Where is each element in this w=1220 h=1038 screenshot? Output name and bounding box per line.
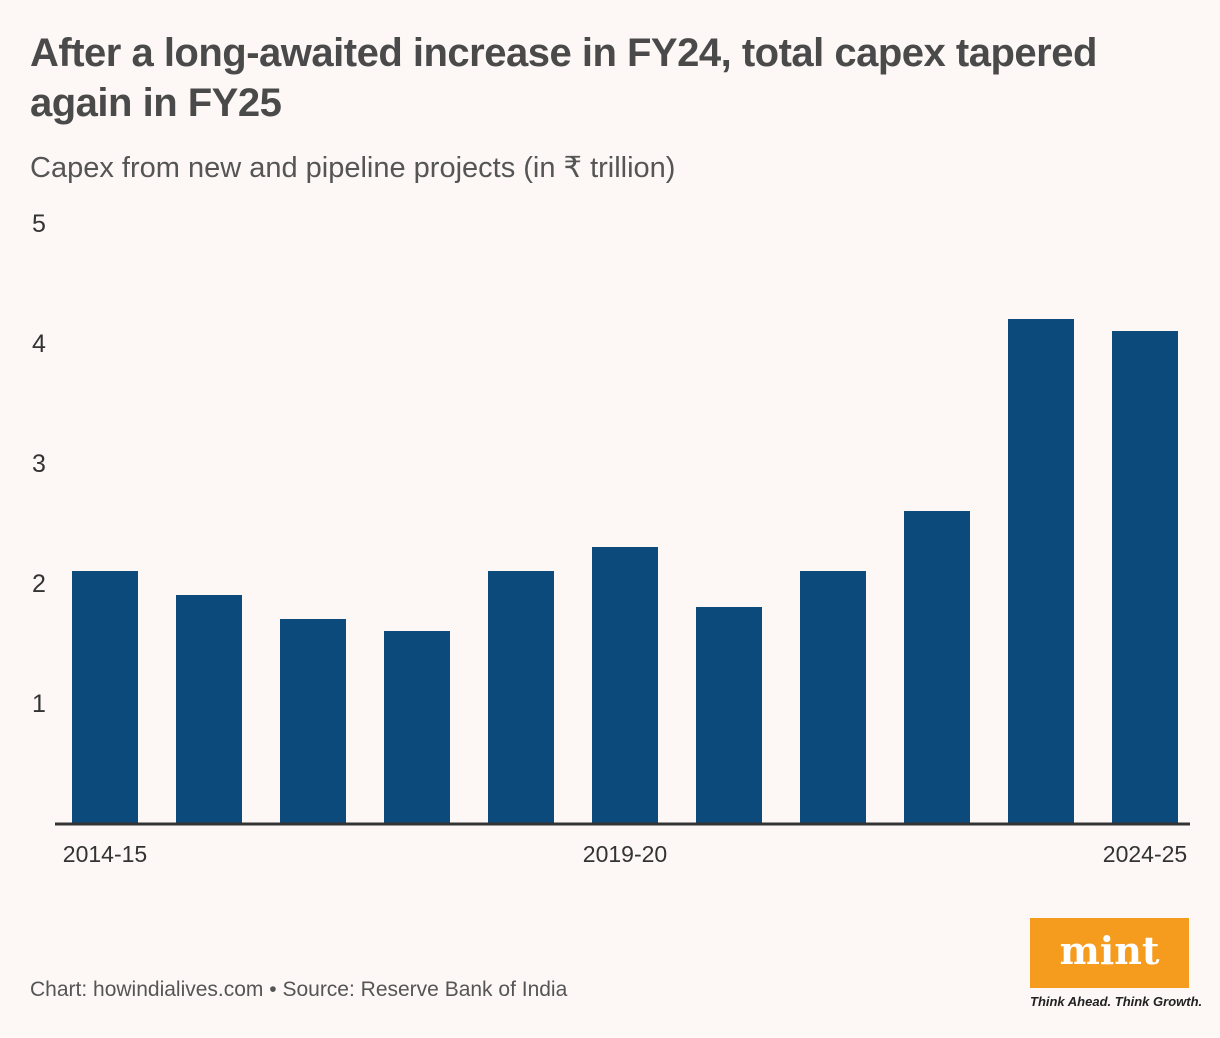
bar-2021-22 [800,571,866,823]
y-tick-label: 1 [32,690,46,718]
bar-2024-25 [1112,331,1178,823]
chart-title: After a long-awaited increase in FY24, t… [30,31,1097,125]
mint-logo: mint [1030,918,1189,988]
bar-2022-23 [904,511,970,823]
bar-2016-17 [280,619,346,823]
y-tick-label: 2 [32,570,46,598]
bar-2020-21 [696,607,762,823]
y-tick-label: 5 [32,210,46,238]
logo-tagline: Think Ahead. Think Growth. [1030,994,1203,1009]
source-note: Chart: howindialives.com • Source: Reser… [30,978,568,1001]
x-tick-label: 2014-15 [63,841,147,867]
bar-2014-15 [72,571,138,823]
y-tick-label: 3 [32,450,46,478]
y-tick-label: 4 [32,330,46,358]
bar-2019-20 [592,547,658,823]
bar-chart: 1 2 3 4 5 2014-15 2019-20 2024-25 [32,210,1190,867]
bar-2018-19 [488,571,554,823]
bar-2023-24 [1008,319,1074,823]
x-tick-label: 2024-25 [1103,841,1187,867]
bar-2017-18 [384,631,450,823]
bar-2015-16 [176,595,242,823]
x-tick-label: 2019-20 [583,841,667,867]
chart-subtitle: Capex from new and pipeline projects (in… [30,152,676,184]
